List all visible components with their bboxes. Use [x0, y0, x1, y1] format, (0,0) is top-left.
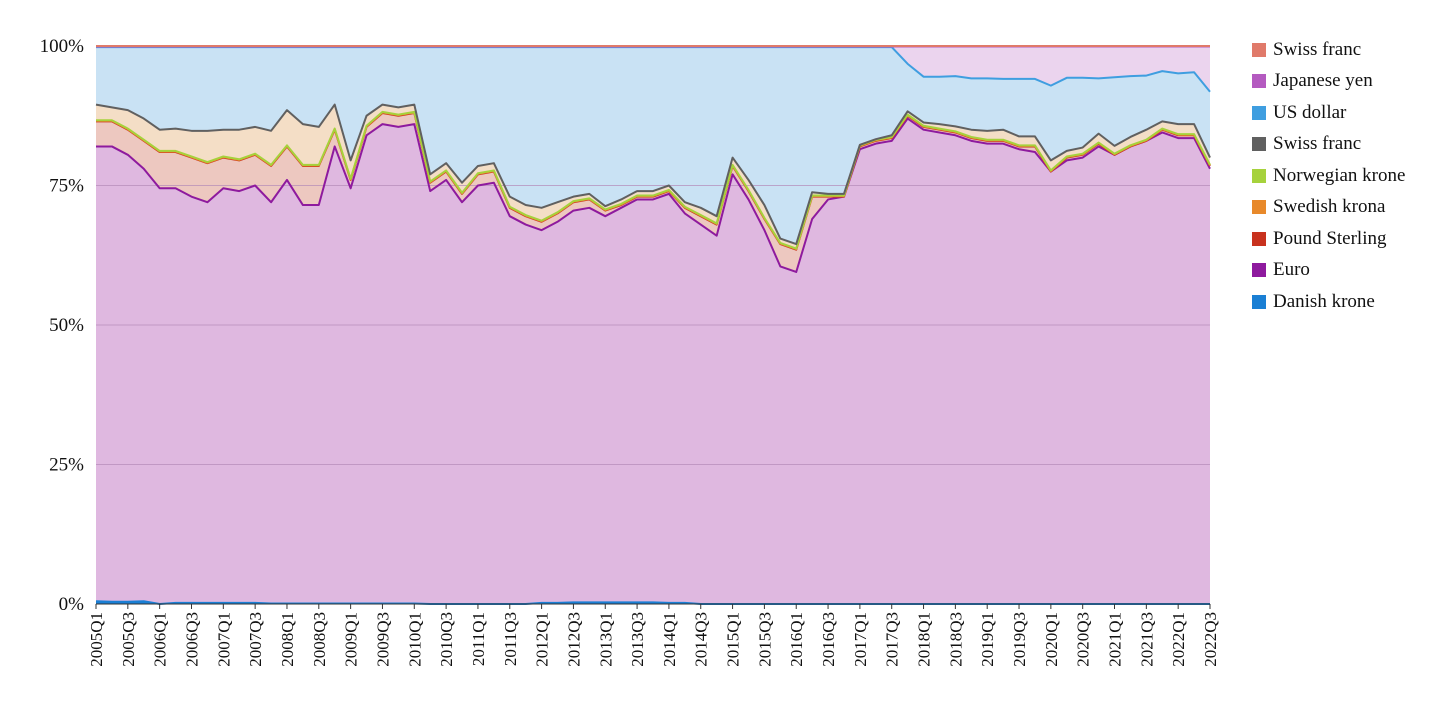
legend-swatch — [1252, 105, 1266, 120]
x-tick-label: 2006Q3 — [182, 612, 201, 667]
x-tick-label: 2013Q1 — [596, 612, 615, 667]
area-japanese-yen — [96, 46, 1210, 92]
x-tick-label: 2019Q3 — [1010, 612, 1029, 667]
legend-item: Swiss franc — [1252, 129, 1405, 161]
x-tick-label: 2020Q1 — [1042, 612, 1061, 667]
x-tick-label: 2014Q3 — [692, 612, 711, 667]
y-tick-label: 25% — [49, 455, 84, 476]
legend-swatch — [1252, 200, 1266, 215]
x-tick-label: 2018Q3 — [946, 612, 965, 667]
x-tick-label: 2012Q1 — [533, 612, 552, 667]
legend-swatch — [1252, 294, 1266, 309]
x-tick-label: 2022Q3 — [1201, 612, 1220, 667]
y-tick-label: 100% — [40, 36, 85, 57]
y-tick-label: 50% — [49, 315, 84, 336]
y-tick-label: 0% — [59, 594, 85, 615]
legend-label: Pound Sterling — [1273, 227, 1387, 249]
legend-swatch — [1252, 74, 1266, 89]
x-tick-label: 2009Q3 — [373, 612, 392, 667]
x-tick-label: 2020Q3 — [1074, 612, 1093, 667]
x-tick-label: 2017Q3 — [883, 612, 902, 667]
x-tick-label: 2022Q1 — [1169, 612, 1188, 667]
x-tick-label: 2014Q1 — [660, 612, 679, 667]
legend-item: Euro — [1252, 255, 1405, 287]
legend-item: Danish krone — [1252, 286, 1405, 318]
x-tick-label: 2013Q3 — [628, 612, 647, 667]
x-tick-label: 2008Q3 — [310, 612, 329, 667]
line-norwegian-krone — [96, 110, 1211, 250]
legend-label: Swiss franc — [1273, 38, 1362, 60]
x-tick-label: 2005Q3 — [119, 612, 138, 667]
area-us-dollar — [96, 47, 1210, 245]
x-tick-label: 2011Q1 — [469, 612, 488, 666]
x-tick-label: 2009Q1 — [342, 612, 361, 667]
legend-item: Norwegian krone — [1252, 160, 1405, 192]
chart-legend: Swiss franc Japanese yen US dollar Swiss fr… — [1252, 34, 1405, 318]
legend-label: Norwegian krone — [1273, 164, 1406, 186]
legend-item: US dollar — [1252, 97, 1405, 129]
x-tick-label: 2011Q3 — [501, 612, 520, 666]
legend-label: Swiss franc — [1273, 133, 1362, 155]
x-tick-label: 2017Q1 — [851, 612, 870, 667]
x-tick-label: 2005Q1 — [87, 612, 106, 667]
line-euro — [96, 117, 1211, 273]
legend-item: Pound Sterling — [1252, 223, 1405, 255]
legend-swatch — [1252, 263, 1266, 278]
legend-swatch — [1252, 42, 1266, 57]
legend-label: Danish krone — [1273, 290, 1375, 312]
legend-item: Swedish krona — [1252, 192, 1405, 224]
x-tick-label: 2021Q3 — [1137, 612, 1156, 667]
legend-swatch — [1252, 231, 1266, 246]
x-tick-label: 2010Q1 — [405, 612, 424, 667]
line-swiss-franc-2- — [95, 103, 1211, 246]
x-tick-label: 2018Q1 — [915, 612, 934, 667]
legend-label: US dollar — [1273, 101, 1347, 123]
x-tick-label: 2007Q3 — [246, 612, 265, 667]
legend-label: Japanese yen — [1273, 70, 1373, 92]
area-euro — [96, 118, 1210, 604]
legend-swatch — [1252, 168, 1266, 183]
x-tick-label: 2007Q1 — [214, 612, 233, 667]
legend-swatch — [1252, 137, 1266, 152]
legend-label: Swedish krona — [1273, 196, 1386, 218]
y-tick-label: 75% — [49, 176, 84, 197]
area-pound-sterling — [96, 112, 1210, 272]
legend-item: Swiss franc — [1252, 34, 1405, 66]
legend-label: Euro — [1273, 259, 1310, 281]
x-tick-label: 2016Q1 — [787, 612, 806, 667]
x-tick-label: 2010Q3 — [437, 612, 456, 667]
x-tick-label: 2008Q1 — [278, 612, 297, 667]
x-tick-label: 2019Q1 — [978, 612, 997, 667]
x-tick-label: 2016Q3 — [819, 612, 838, 667]
x-tick-label: 2006Q1 — [151, 612, 170, 667]
x-tick-label: 2012Q3 — [564, 612, 583, 667]
x-tick-label: 2021Q1 — [1106, 612, 1125, 667]
x-tick-label: 2015Q1 — [724, 612, 743, 667]
x-tick-label: 2015Q3 — [755, 612, 774, 667]
legend-item: Japanese yen — [1252, 66, 1405, 98]
